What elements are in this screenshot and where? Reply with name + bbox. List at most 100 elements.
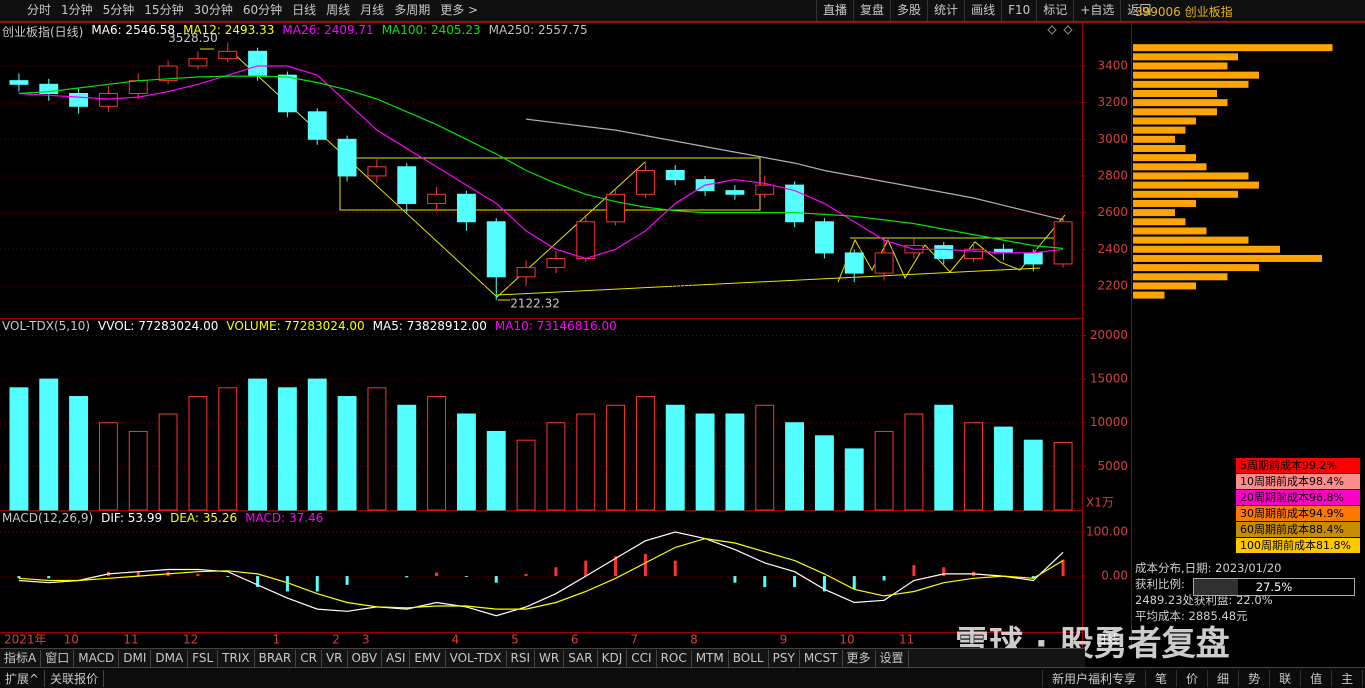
- chip-bar: [1133, 245, 1280, 253]
- period-tab[interactable]: 多周期: [394, 3, 431, 17]
- indicator-tab[interactable]: MTM: [692, 649, 729, 667]
- footer-item[interactable]: 新用户福利专享: [1042, 669, 1145, 687]
- indicator-tab[interactable]: SAR: [564, 649, 598, 667]
- legend-item: 30周期前成本94.9%: [1236, 506, 1360, 521]
- action-tab[interactable]: 多股: [890, 0, 927, 21]
- indicator-tab[interactable]: ASI: [382, 649, 411, 667]
- indicator-tab[interactable]: 窗口: [41, 649, 75, 667]
- chip-bar: [1133, 199, 1196, 207]
- header-item: VOLUME: 77283024.00: [226, 319, 365, 333]
- indicator-tab[interactable]: OBV: [348, 649, 383, 667]
- header-item: DEA: 35.26: [170, 511, 238, 525]
- indicator-tab[interactable]: RSI: [507, 649, 536, 667]
- period-tab[interactable]: 分时: [27, 3, 52, 17]
- action-tab[interactable]: 返回: [1120, 0, 1157, 21]
- x-tick-label: 1: [273, 633, 281, 647]
- header-item: 创业板指(日线): [2, 25, 84, 39]
- indicator-tab[interactable]: KDJ: [598, 649, 628, 667]
- indicator-tab[interactable]: 指标A: [0, 649, 42, 667]
- footer-item[interactable]: 主: [1331, 669, 1362, 687]
- y-tick-label: 2400: [1097, 242, 1128, 256]
- indicator-tab[interactable]: VOL-TDX: [446, 649, 507, 667]
- footer-item[interactable]: 联: [1269, 669, 1300, 687]
- indicator-tab[interactable]: CCI: [627, 649, 657, 667]
- volume-bar: [367, 387, 387, 511]
- footer-item[interactable]: 筹: [1362, 669, 1365, 687]
- footer-item[interactable]: 关联报价: [45, 669, 105, 687]
- candle-body: [218, 50, 238, 60]
- indicator-tab[interactable]: 设置: [876, 649, 909, 667]
- action-tab[interactable]: 复盘: [853, 0, 890, 21]
- indicator-tab[interactable]: DMI: [119, 649, 152, 667]
- action-tab[interactable]: F10: [1001, 0, 1036, 21]
- x-tick-label: 4: [452, 633, 460, 647]
- period-tab[interactable]: 60分钟: [242, 3, 283, 17]
- period-tab[interactable]: 15分钟: [144, 3, 184, 17]
- x-tick-label: 8: [690, 633, 698, 647]
- action-tab[interactable]: 直播: [816, 0, 853, 21]
- low-annotation: 2122.32: [510, 297, 560, 311]
- indicator-tab[interactable]: CR: [296, 649, 322, 667]
- period-tab[interactable]: 更多 >: [440, 3, 479, 17]
- footer-item[interactable]: 价: [1176, 669, 1207, 687]
- volume-bar: [516, 439, 536, 511]
- period-tab[interactable]: 30分钟: [193, 3, 233, 17]
- indicator-tab[interactable]: 更多: [843, 649, 876, 667]
- period-tab[interactable]: 日线: [292, 3, 317, 17]
- legend-item: 20周期前成本96.8%: [1236, 490, 1360, 505]
- period-tab[interactable]: 5分钟: [102, 3, 135, 17]
- header-item: MACD: 37.46: [245, 511, 324, 525]
- chip-bar: [1133, 62, 1228, 70]
- period-tab[interactable]: 周线: [326, 3, 351, 17]
- volume-bar: [964, 422, 984, 511]
- footer-item[interactable]: 扩展^: [0, 669, 46, 687]
- volume-bar: [635, 396, 655, 511]
- action-tab[interactable]: 画线: [964, 0, 1001, 21]
- period-tab[interactable]: 1分钟: [61, 3, 93, 17]
- footer-item[interactable]: 细: [1207, 669, 1238, 687]
- indicator-tab[interactable]: TRIX: [218, 649, 255, 667]
- cost-legend: 5周期前成本99.2% 10周期前成本98.4% 20周期前成本96.8% 30周期前…: [1236, 458, 1360, 554]
- indicator-tab[interactable]: VR: [322, 649, 348, 667]
- indicator-tab[interactable]: WR: [535, 649, 565, 667]
- indicator-tab[interactable]: ROC: [657, 649, 692, 667]
- indicator-tab[interactable]: BRAR: [255, 649, 297, 667]
- header-item: MA10: 73146816.00: [494, 319, 617, 333]
- chip-bar: [1133, 181, 1259, 189]
- y-tick-label: 100.00: [1086, 525, 1128, 539]
- volume-bar: [158, 413, 178, 511]
- header-item: MACD(12,26,9): [2, 511, 94, 525]
- candle-body: [158, 65, 178, 82]
- candle-body: [755, 184, 775, 195]
- y-tick-label: 20000: [1090, 328, 1128, 342]
- footer-item[interactable]: 笔: [1145, 669, 1176, 687]
- action-tab[interactable]: 标记: [1036, 0, 1073, 21]
- volume-bar: [606, 404, 626, 511]
- volume-bar: [1023, 439, 1043, 511]
- toolbar: 分时 1分钟 5分钟 15分钟 30分钟 60分钟 日线 周线 月线 多周期 更多 > 直播 复盘 多股…: [0, 0, 1365, 22]
- x-tick-label: 12: [183, 633, 198, 647]
- chip-bar: [1133, 44, 1333, 52]
- indicator-tab[interactable]: DMA: [151, 649, 189, 667]
- chip-bar: [1133, 117, 1196, 125]
- chip-bar: [1133, 273, 1228, 281]
- indicator-tab[interactable]: PSY: [769, 649, 800, 667]
- indicator-tab[interactable]: FSL: [188, 649, 219, 667]
- action-tab[interactable]: +自选: [1073, 0, 1120, 21]
- indicator-tab[interactable]: BOLL: [729, 649, 769, 667]
- period-tab[interactable]: 月线: [360, 3, 385, 17]
- chip-bar: [1133, 291, 1165, 299]
- indicator-tab[interactable]: MACD: [74, 649, 120, 667]
- y-tick-label: 2800: [1097, 168, 1128, 182]
- indicator-tab[interactable]: MCST: [800, 649, 843, 667]
- action-tabs: 直播 复盘 多股 统计 画线 F10 标记 +自选 返回: [816, 0, 1157, 21]
- footer-item[interactable]: 值: [1300, 669, 1331, 687]
- header-item: MA26: 2409.71: [282, 23, 374, 37]
- y-tick-label: 3000: [1097, 132, 1128, 146]
- action-tab[interactable]: 统计: [927, 0, 964, 21]
- chip-bar: [1133, 108, 1217, 116]
- indicator-tab[interactable]: EMV: [410, 649, 446, 667]
- panel-icon[interactable]: [1047, 25, 1073, 35]
- footer-item[interactable]: 势: [1238, 669, 1269, 687]
- chip-bar: [1133, 218, 1186, 226]
